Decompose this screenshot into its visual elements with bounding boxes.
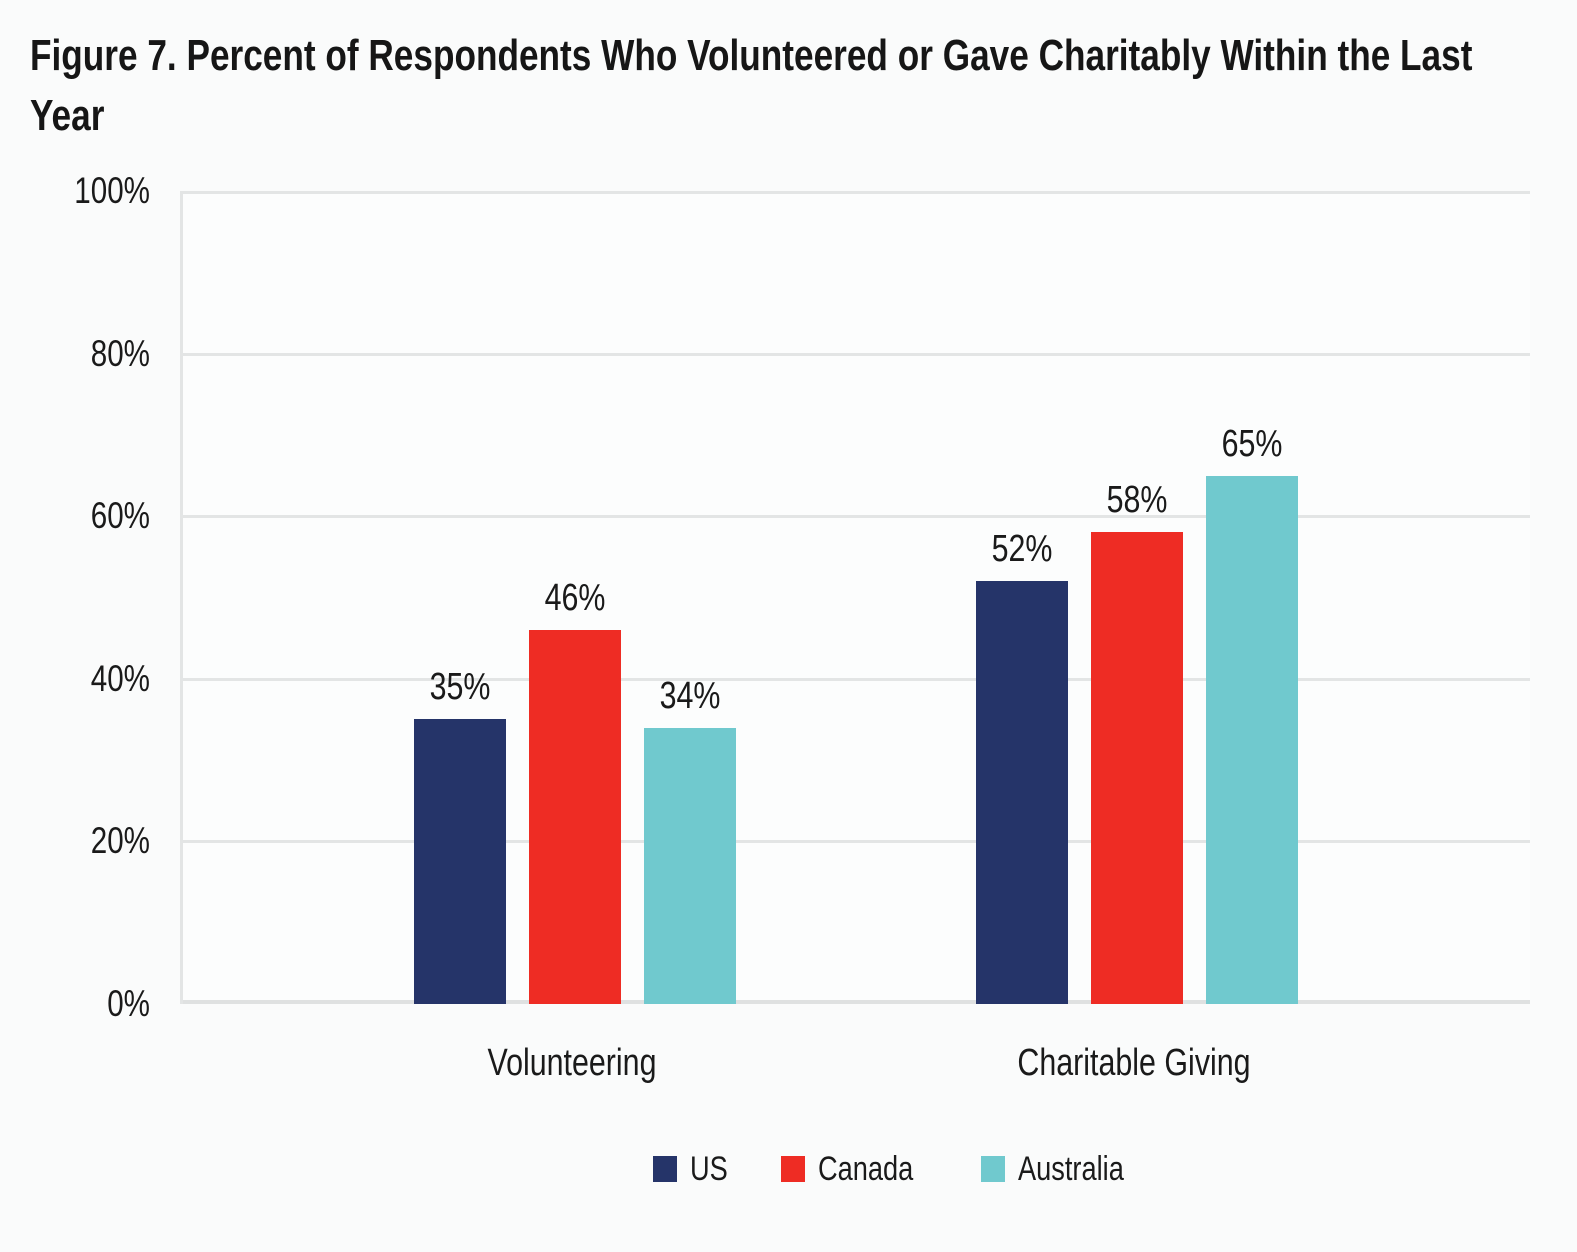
- bar-slot-canada: 46%: [529, 191, 621, 1004]
- gridline: [183, 840, 1530, 844]
- bar-slot-australia: 34%: [644, 191, 736, 1004]
- legend-swatch-australia: [981, 1156, 1006, 1182]
- gridline: [183, 677, 1530, 681]
- bar-australia-charitable-giving: [1206, 475, 1298, 1004]
- bar-slot-canada: 58%: [1091, 191, 1183, 1004]
- legend: US Canada Australia: [180, 1152, 1527, 1186]
- value-label-us-volunteering: 35%: [429, 666, 491, 709]
- bar-us-charitable-giving: [976, 581, 1068, 1004]
- chart-title: Figure 7. Percent of Respondents Who Vol…: [30, 31, 1473, 140]
- legend-label-canada: Canada: [817, 1150, 914, 1188]
- y-tick-label: 0%: [107, 983, 150, 1024]
- bar-slot-us: 52%: [976, 191, 1068, 1004]
- legend-swatch-us: [652, 1156, 677, 1182]
- bar-slot-australia: 65%: [1206, 191, 1298, 1004]
- bar-australia-volunteering: [644, 727, 736, 1004]
- x-axis-category-labels: Volunteering Charitable Giving: [180, 1041, 1527, 1089]
- value-label-canada-volunteering: 46%: [544, 577, 606, 620]
- legend-swatch-canada: [780, 1156, 805, 1182]
- legend-item-us: US: [652, 1150, 737, 1188]
- bar-slot-us: 35%: [414, 191, 506, 1004]
- gridline: [183, 515, 1530, 519]
- gridline: [183, 191, 1530, 194]
- value-label-canada-charitable-giving: 58%: [1106, 479, 1168, 522]
- bar-group-charitable-giving: 52% 58% 65%: [976, 191, 1298, 1004]
- x-label-charitable-giving: Charitable Giving: [1017, 1042, 1251, 1084]
- y-tick-label: 60%: [90, 495, 150, 537]
- gridline: [183, 352, 1530, 356]
- value-label-us-charitable-giving: 52%: [991, 528, 1053, 571]
- bar-canada-volunteering: [529, 630, 621, 1004]
- value-label-australia-charitable-giving: 65%: [1221, 422, 1283, 465]
- legend-item-australia: Australia: [981, 1152, 1150, 1186]
- y-tick-label: 20%: [90, 820, 150, 862]
- y-tick-label: 40%: [90, 657, 150, 699]
- x-label-volunteering: Volunteering: [487, 1042, 657, 1084]
- value-label-australia-volunteering: 34%: [659, 674, 721, 717]
- legend-item-canada: Canada: [780, 1150, 937, 1188]
- plot-area: 35% 46% 34% 52% 58% 65%: [180, 191, 1530, 1004]
- bar-us-volunteering: [414, 719, 506, 1004]
- y-tick-label: 80%: [90, 332, 150, 374]
- bar-group-volunteering: 35% 46% 34%: [414, 191, 736, 1004]
- bar-canada-charitable-giving: [1091, 532, 1183, 1004]
- gridline: [183, 1000, 1530, 1004]
- legend-label-australia: Australia: [1018, 1150, 1124, 1188]
- y-tick-label: 100%: [74, 170, 150, 211]
- legend-label-us: US: [689, 1150, 728, 1188]
- y-axis: 0% 20% 40% 60% 80% 100%: [0, 171, 150, 1024]
